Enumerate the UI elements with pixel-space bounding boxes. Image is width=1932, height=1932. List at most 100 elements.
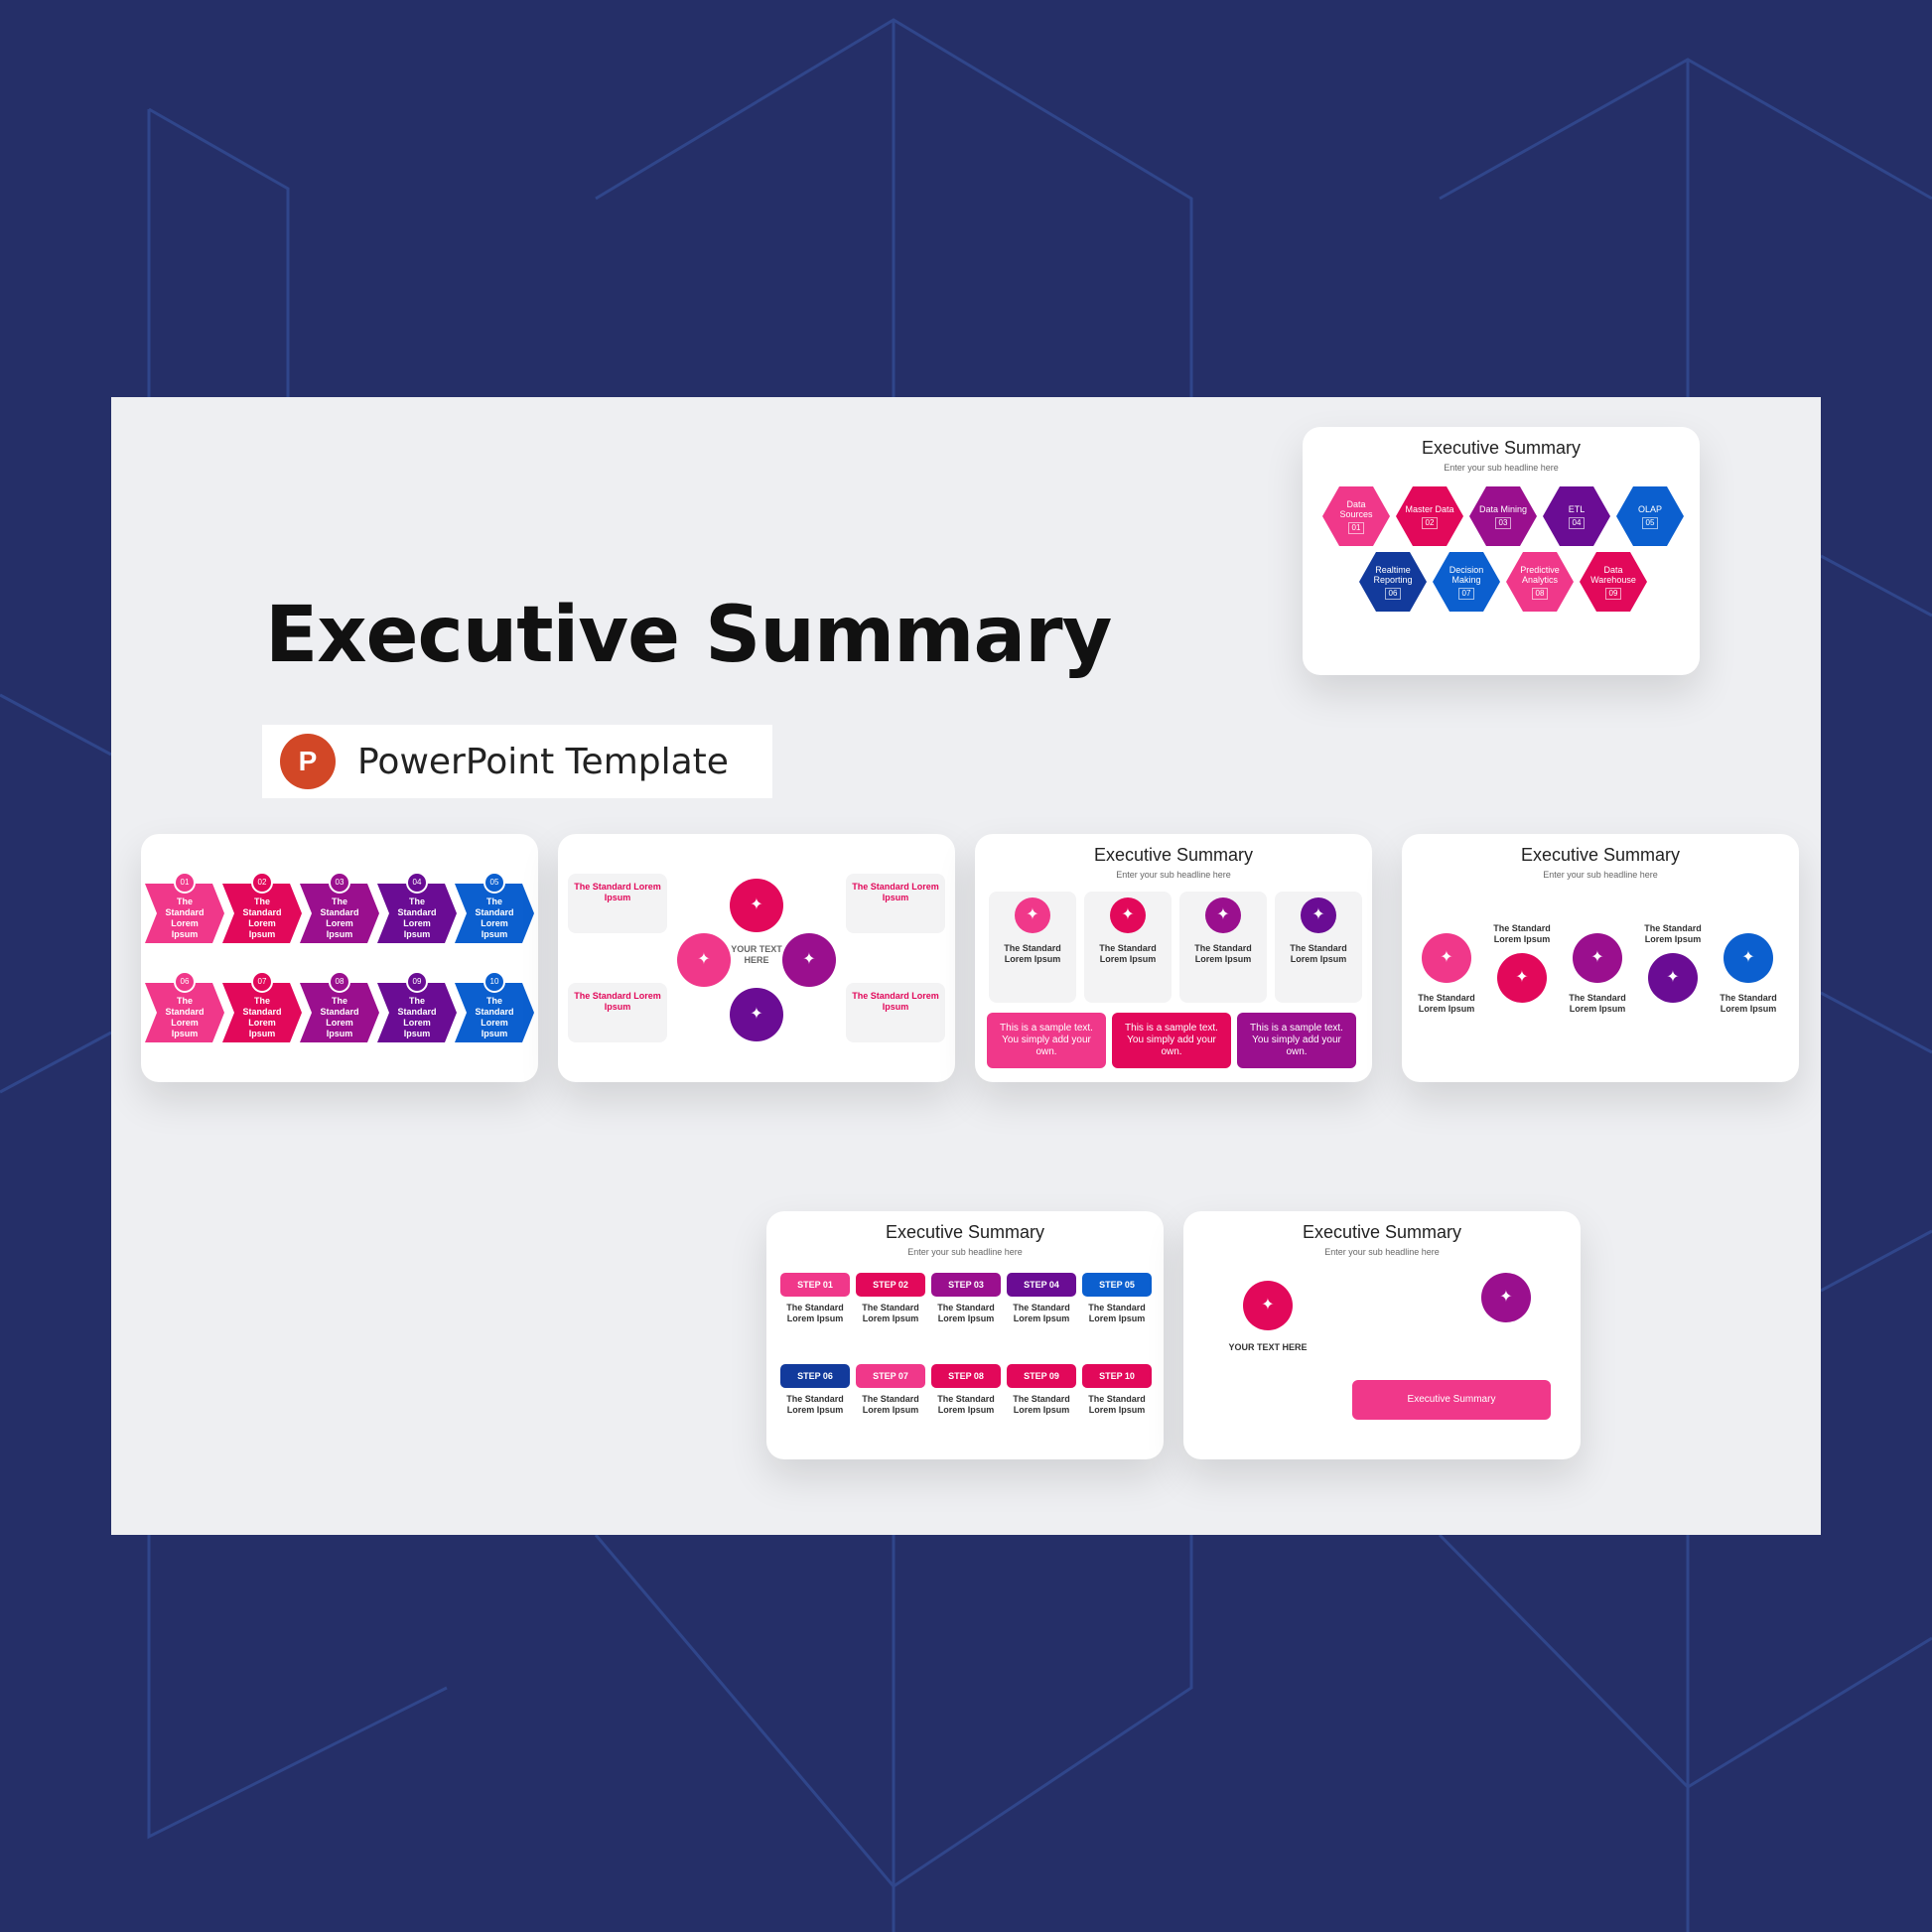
hexagon-item: Decision Making 07 (1433, 552, 1500, 612)
chevron-item: The Standard Lorem Ipsum (377, 983, 457, 1042)
chevron-number: 04 (406, 872, 428, 894)
slide-subtitle: Enter your sub headline here (1444, 463, 1559, 473)
slide-title: Executive Summary (1520, 845, 1681, 865)
cycle-icon: ✦ (677, 933, 731, 987)
hex-number: 02 (1421, 516, 1439, 529)
step-label: The Standard Lorem Ipsum (937, 1303, 995, 1323)
hexagon-item: OLAP 05 (1616, 486, 1684, 546)
card-icon: ✦ (1015, 897, 1050, 933)
hex-number: 08 (1531, 587, 1549, 600)
step-pill: STEP 04 (1007, 1273, 1076, 1297)
card-icon: ✦ (1301, 897, 1336, 933)
hex-label: OLAP (1637, 503, 1662, 514)
hexagon-item: Data Warehouse 09 (1580, 552, 1647, 612)
hex-number: 07 (1457, 587, 1475, 600)
card-label: The Standard Lorem Ipsum (1004, 943, 1061, 964)
timeline-icon: ✦ (1422, 933, 1471, 983)
step-label: The Standard Lorem Ipsum (1013, 1394, 1070, 1415)
slide-chevrons: The Standard Lorem Ipsum 01 The Standard L… (141, 834, 538, 1082)
sample-text-band: This is a sample text. You simply add yo… (1237, 1013, 1356, 1068)
cycle-text-label: The Standard Lorem Ipsum (574, 882, 661, 902)
chevron-number: 01 (174, 872, 196, 894)
slide-title: Executive Summary (1093, 845, 1254, 865)
sample-text-band: This is a sample text. You simply add yo… (1112, 1013, 1231, 1068)
step-pill: STEP 06 (780, 1364, 850, 1388)
step-label: The Standard Lorem Ipsum (1088, 1303, 1146, 1323)
chevron-number: 02 (251, 872, 273, 894)
chevron-number: 07 (251, 971, 273, 993)
step-pill: STEP 10 (1082, 1364, 1152, 1388)
timeline-label: The Standard Lorem Ipsum (1569, 993, 1626, 1014)
hex-number: 04 (1568, 516, 1586, 529)
timeline-label: The Standard Lorem Ipsum (1493, 923, 1551, 944)
slide-cards: Executive Summary Enter your sub headline… (975, 834, 1372, 1082)
step-label: The Standard Lorem Ipsum (862, 1394, 919, 1415)
cycle-icon: ✦ (782, 933, 836, 987)
template-preview-panel: Executive Summary P PowerPoint Template … (111, 397, 1821, 1535)
slide-cycle: ✦ ✦ ✦ ✦ YOUR TEXT HERE The Standard Lorem Ips… (558, 834, 955, 1082)
slide-title: Executive Summary (885, 1222, 1045, 1242)
cycle-text-label: The Standard Lorem Ipsum (852, 991, 939, 1012)
step-pill: STEP 03 (931, 1273, 1001, 1297)
slide-path: Executive Summary Enter your sub headline… (1183, 1211, 1581, 1459)
step-label: The Standard Lorem Ipsum (1013, 1303, 1070, 1323)
card-label: The Standard Lorem Ipsum (1099, 943, 1157, 964)
chevron-item: The Standard Lorem Ipsum (377, 884, 457, 943)
timeline-label: The Standard Lorem Ipsum (1418, 993, 1475, 1014)
card-icon: ✦ (1110, 897, 1146, 933)
slide-timeline: Executive Summary Enter your sub headline… (1402, 834, 1799, 1082)
hex-label: Data Mining (1478, 503, 1528, 514)
chevron-item: The Standard Lorem Ipsum (222, 884, 302, 943)
chevron-number: 06 (174, 971, 196, 993)
hex-label: Data Warehouse (1590, 564, 1636, 585)
timeline-icon: ✦ (1497, 953, 1547, 1003)
hexagon-item: Predictive Analytics 08 (1506, 552, 1574, 612)
slide-steps: Executive Summary Enter your sub headline… (766, 1211, 1164, 1459)
step-pill: STEP 05 (1082, 1273, 1152, 1297)
cycle-text-box: The Standard Lorem Ipsum (568, 983, 667, 1042)
cycle-text-label: The Standard Lorem Ipsum (852, 882, 939, 902)
chevron-item: The Standard Lorem Ipsum (222, 983, 302, 1042)
hexagon-item: Data Sources 01 (1322, 486, 1390, 546)
chevron-item: The Standard Lorem Ipsum (455, 884, 534, 943)
cycle-icon: ✦ (730, 988, 783, 1041)
step-pill: STEP 07 (856, 1364, 925, 1388)
step-label: The Standard Lorem Ipsum (862, 1303, 919, 1323)
hex-number: 06 (1384, 587, 1402, 600)
slide-title: Executive Summary (1302, 1222, 1462, 1242)
slide-subtitle: Enter your sub headline here (1116, 870, 1231, 880)
slide-title: Executive Summary (1421, 438, 1582, 458)
hex-number: 03 (1494, 516, 1512, 529)
hex-label: Predictive Analytics (1520, 564, 1560, 585)
card-label: The Standard Lorem Ipsum (1194, 943, 1252, 964)
chevron-item: The Standard Lorem Ipsum (145, 983, 224, 1042)
timeline-icon: ✦ (1573, 933, 1622, 983)
chevron-item: The Standard Lorem Ipsum (455, 983, 534, 1042)
hexagon-item: Realtime Reporting 06 (1359, 552, 1427, 612)
hexagon-item: Master Data 02 (1396, 486, 1463, 546)
sample-text-band: This is a sample text. You simply add yo… (987, 1013, 1106, 1068)
step-pill: STEP 02 (856, 1273, 925, 1297)
step-label: The Standard Lorem Ipsum (937, 1394, 995, 1415)
step-label: The Standard Lorem Ipsum (786, 1394, 844, 1415)
cycle-icon: ✦ (730, 879, 783, 932)
template-badge: P PowerPoint Template (262, 725, 772, 798)
chevron-number: 09 (406, 971, 428, 993)
step-pill: STEP 09 (1007, 1364, 1076, 1388)
hex-number: 01 (1347, 521, 1365, 534)
card-label: The Standard Lorem Ipsum (1290, 943, 1347, 964)
timeline-icon: ✦ (1724, 933, 1773, 983)
powerpoint-icon: P (280, 734, 336, 789)
step-pill: STEP 08 (931, 1364, 1001, 1388)
cycle-text-box: The Standard Lorem Ipsum (568, 874, 667, 933)
chevron-item: The Standard Lorem Ipsum (145, 884, 224, 943)
chevron-number: 10 (483, 971, 505, 993)
timeline-label: The Standard Lorem Ipsum (1720, 993, 1777, 1014)
hex-label: Master Data (1405, 503, 1454, 514)
chevron-number: 08 (329, 971, 350, 993)
timeline-label: The Standard Lorem Ipsum (1644, 923, 1702, 944)
chevron-item: The Standard Lorem Ipsum (300, 884, 379, 943)
step-label: The Standard Lorem Ipsum (1088, 1394, 1146, 1415)
card-icon: ✦ (1205, 897, 1241, 933)
